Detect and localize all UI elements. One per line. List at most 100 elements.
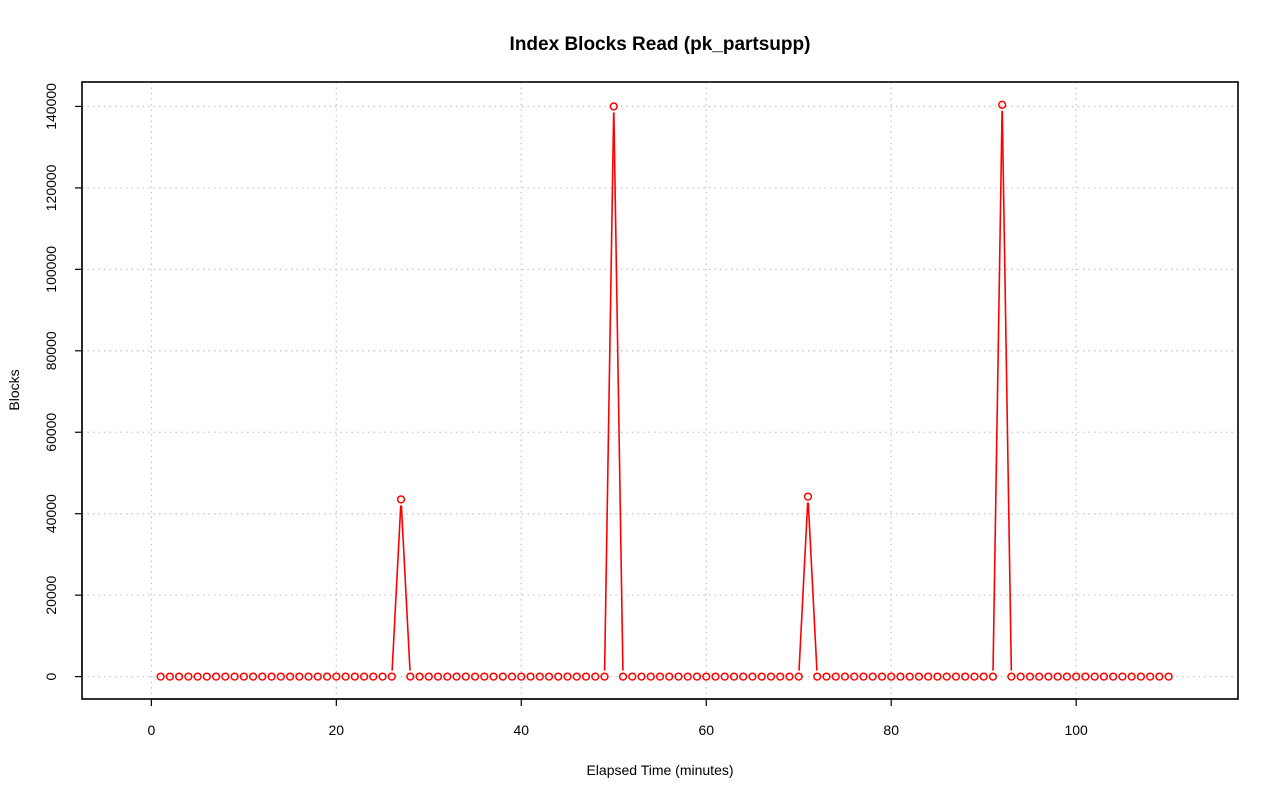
- data-point: [480, 672, 489, 681]
- data-point: [1007, 672, 1016, 681]
- data-point: [313, 672, 322, 681]
- grid: [82, 82, 1238, 699]
- data-point: [813, 672, 822, 681]
- data-point: [267, 672, 276, 681]
- data-point: [1155, 672, 1164, 681]
- data-point: [739, 672, 748, 681]
- data-point: [526, 672, 535, 681]
- data-point: [369, 672, 378, 681]
- data-point: [1044, 672, 1053, 681]
- data-point: [711, 672, 720, 681]
- data-point: [794, 672, 803, 681]
- series-line-segment: [613, 112, 624, 671]
- data-point: [341, 672, 350, 681]
- data-point: [248, 672, 258, 681]
- data-point: [933, 672, 942, 681]
- data-point: [322, 672, 332, 681]
- data-point: [970, 672, 979, 681]
- y-tick-label: 60000: [43, 413, 59, 452]
- data-point: [165, 672, 175, 681]
- data-point: [924, 672, 933, 681]
- series-line-segment: [798, 502, 809, 671]
- data-point: [443, 672, 452, 681]
- data-point: [461, 672, 470, 681]
- data-point: [230, 672, 239, 681]
- data-point: [498, 672, 507, 681]
- chart-title: Index Blocks Read (pk_partsupp): [510, 34, 811, 55]
- data-point: [489, 672, 498, 681]
- series-line-segment: [603, 112, 615, 671]
- data-point: [859, 672, 868, 681]
- data-point: [591, 672, 600, 681]
- data-point: [702, 672, 711, 681]
- data-point: [961, 672, 970, 681]
- series-line-segment: [992, 110, 1003, 671]
- series-line-segment: [1001, 110, 1013, 671]
- data-point: [1035, 672, 1044, 681]
- data-point: [720, 672, 729, 681]
- x-tick-label: 40: [513, 722, 529, 738]
- data-point: [378, 672, 387, 681]
- data-point: [803, 492, 813, 501]
- y-tick-label: 20000: [43, 575, 59, 614]
- data-point: [637, 672, 646, 681]
- data-point: [470, 672, 480, 681]
- data-point: [406, 672, 415, 681]
- data-point: [757, 672, 766, 681]
- y-tick-label: 80000: [43, 331, 59, 370]
- plot-frame: [81, 81, 1239, 700]
- data-point: [350, 672, 359, 681]
- data-point: [1099, 672, 1109, 681]
- data-point: [295, 672, 304, 681]
- data-point: [1062, 672, 1072, 681]
- data-point: [1145, 672, 1155, 681]
- data-point: [850, 672, 859, 681]
- data-point: [942, 672, 951, 681]
- data-point: [618, 672, 628, 681]
- y-axis: 0 20000 40000 60000 80000 100000 120000 140000: [43, 83, 83, 680]
- y-tick-label: 0: [43, 672, 59, 680]
- data-point: [877, 672, 887, 681]
- data-point: [1109, 672, 1118, 681]
- data-series: [156, 100, 1173, 681]
- data-point: [766, 672, 776, 681]
- y-tick-label: 120000: [43, 164, 59, 211]
- series-line-segment: [400, 505, 411, 671]
- data-point: [433, 672, 443, 681]
- data-point: [174, 672, 184, 681]
- data-point: [258, 672, 267, 681]
- data-point: [1025, 672, 1035, 681]
- data-point: [452, 672, 461, 681]
- data-point: [239, 672, 248, 681]
- data-point: [914, 672, 924, 681]
- data-point: [979, 672, 988, 681]
- data-point: [1118, 672, 1127, 681]
- data-point: [359, 672, 369, 681]
- x-tick-label: 100: [1064, 722, 1088, 738]
- data-point: [554, 672, 563, 681]
- x-axis-label: Elapsed Time (minutes): [586, 762, 733, 778]
- data-point: [868, 672, 877, 681]
- y-tick-label: 100000: [43, 246, 59, 293]
- data-point: [535, 672, 544, 681]
- data-point: [396, 495, 406, 504]
- data-point: [184, 672, 193, 681]
- data-point: [748, 672, 757, 681]
- data-point: [221, 672, 230, 681]
- data-point: [609, 102, 618, 111]
- data-point: [572, 672, 581, 681]
- data-point: [776, 672, 785, 681]
- data-point: [646, 672, 655, 681]
- data-point: [1016, 672, 1025, 681]
- data-point: [156, 672, 165, 681]
- data-point: [332, 672, 341, 681]
- data-point: [896, 672, 905, 681]
- x-tick-label: 20: [329, 722, 345, 738]
- data-point: [544, 672, 554, 681]
- data-point: [822, 672, 831, 681]
- data-point: [1072, 672, 1081, 681]
- data-point: [563, 672, 572, 681]
- data-point: [655, 672, 665, 681]
- data-point: [507, 672, 517, 681]
